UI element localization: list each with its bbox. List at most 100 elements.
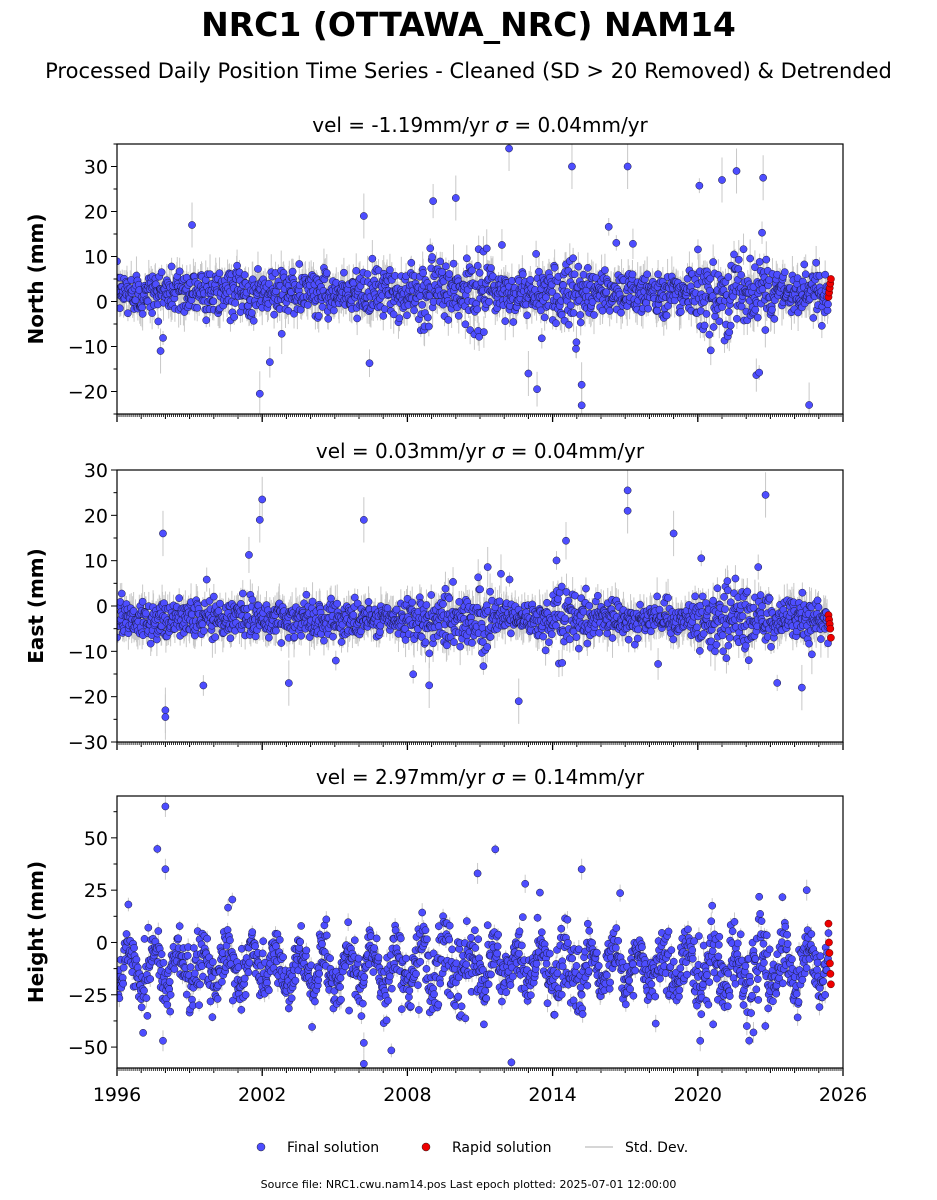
final-solution-outlier — [718, 176, 726, 184]
final-solution-point — [154, 317, 163, 326]
final-solution-outlier — [623, 162, 632, 171]
final-solution-point — [526, 275, 535, 284]
final-solution-point — [487, 264, 495, 272]
final-solution-point — [605, 307, 614, 315]
final-solution-point — [475, 332, 483, 341]
final-solution-point — [734, 255, 743, 264]
final-solution-point — [386, 266, 394, 274]
final-solution-point — [695, 181, 704, 190]
final-solution-point — [209, 297, 218, 306]
final-solution-point — [403, 311, 411, 320]
final-solution-point — [426, 244, 435, 253]
final-solution-point — [572, 338, 581, 347]
final-solution-point — [537, 306, 545, 315]
final-solution-point — [138, 310, 147, 318]
final-solution-point — [265, 279, 273, 288]
final-solution-outlier — [577, 380, 586, 389]
final-solution-point — [706, 346, 715, 355]
final-solution-point — [758, 285, 767, 294]
final-solution-point — [368, 254, 377, 263]
final-solution-point — [270, 310, 278, 319]
final-solution-point — [418, 300, 427, 309]
final-solution-point — [758, 228, 766, 237]
final-solution-point — [230, 313, 239, 321]
final-solution-point — [730, 250, 738, 259]
final-solution-point — [768, 305, 776, 314]
final-solution-point — [537, 334, 546, 343]
final-solution-point — [702, 310, 711, 318]
final-solution-outlier — [505, 144, 513, 153]
final-solution-point — [604, 222, 613, 231]
velocity-text: vel = -1.19mm/yr — [312, 113, 495, 137]
final-solution-outlier — [451, 194, 460, 202]
rapid-solution-points — [824, 275, 835, 301]
final-solution-point — [725, 328, 734, 337]
final-solution-point — [753, 313, 762, 322]
final-solution-point — [419, 269, 427, 277]
final-solution-point — [746, 254, 755, 263]
final-solution-point — [468, 266, 476, 275]
final-solution-outlier — [759, 173, 767, 182]
final-solution-point — [601, 266, 609, 275]
final-solution-point — [643, 270, 652, 279]
final-solution-outlier — [524, 369, 533, 378]
sigma-symbol: σ — [495, 113, 509, 137]
final-solution-point — [353, 314, 362, 323]
final-solution-point — [444, 316, 453, 324]
final-solution-point — [576, 311, 585, 319]
final-solution-point — [677, 307, 685, 316]
final-solution-point — [715, 317, 724, 326]
final-solution-point — [424, 322, 433, 331]
final-solution-point — [751, 305, 760, 314]
figure-title: NRC1 (OTTAWA_NRC) NAM14 — [201, 5, 736, 44]
final-solution-point — [254, 265, 262, 273]
panel-title: vel = -1.19mm/yr σ = 0.04mm/yr — [312, 113, 648, 137]
final-solution-point — [124, 309, 132, 318]
final-solution-point — [454, 311, 463, 320]
final-solution-point — [812, 258, 820, 267]
final-solution-point — [559, 281, 568, 290]
final-solution-point — [330, 306, 338, 315]
final-solution-point — [248, 275, 257, 284]
final-solution-point — [780, 268, 789, 277]
final-solution-point — [322, 269, 331, 277]
final-solution-point — [570, 270, 579, 279]
north-panel: vel = -1.19mm/yr σ = 0.04mm/yr −20 −10 0 10 2… — [24, 113, 844, 422]
final-solution-point — [461, 320, 470, 329]
y-axis-label: North (mm) — [24, 213, 48, 344]
final-solution-outlier — [255, 389, 264, 398]
final-solution-point — [533, 385, 541, 394]
final-solution-point — [733, 314, 741, 323]
sigma-value: = 0.04mm/yr — [504, 439, 645, 463]
final-solution-point — [705, 330, 714, 339]
final-solution-point — [800, 260, 809, 269]
final-solution-point — [233, 261, 241, 270]
final-solution-point — [569, 309, 578, 317]
final-solution-point — [588, 298, 597, 306]
final-solution-point — [129, 607, 138, 615]
final-solution-point — [340, 268, 348, 277]
final-solution-point — [509, 318, 518, 326]
final-solution-point — [576, 318, 585, 327]
final-solution-point — [565, 320, 573, 329]
final-solution-point — [540, 313, 549, 322]
final-solution-point — [501, 317, 510, 326]
final-solution-point — [407, 258, 416, 267]
final-solution-point — [700, 321, 709, 330]
final-solution-point — [475, 269, 484, 277]
y-tick-label: 20 — [84, 202, 108, 224]
final-solution-point — [532, 250, 540, 258]
final-solution-point — [482, 244, 491, 253]
final-solution-point — [566, 301, 575, 310]
final-solution-point — [157, 268, 166, 277]
final-solution-point — [817, 321, 826, 330]
final-solution-point — [314, 311, 323, 320]
sigma-value: = 0.04mm/yr — [508, 113, 649, 137]
final-solution-outlier — [156, 347, 165, 355]
final-solution-point — [739, 245, 748, 254]
final-solution-point — [288, 267, 297, 276]
final-solution-point — [583, 264, 592, 272]
final-solution-point — [574, 262, 583, 271]
final-solution-point — [215, 269, 224, 278]
final-solution-point — [148, 309, 156, 317]
